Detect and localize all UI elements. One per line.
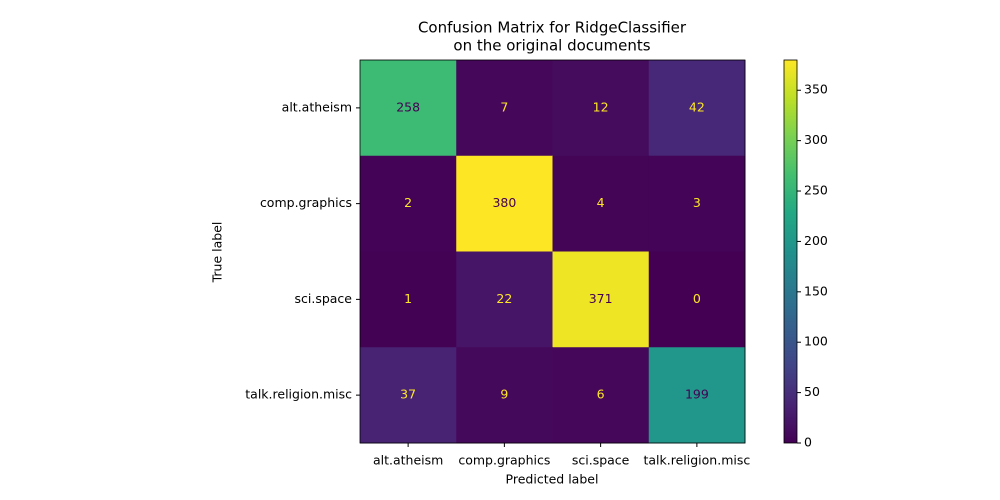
cell-label: 7 [500, 99, 508, 114]
cell-label: 1 [404, 291, 412, 306]
colorbar-tick-label: 100 [804, 334, 828, 349]
colorbar-tick-label: 150 [804, 283, 828, 298]
cell-label: 12 [593, 99, 609, 114]
y-tick-label: talk.religion.misc [245, 387, 352, 402]
cell-label: 9 [500, 387, 508, 402]
x-tick-label: comp.graphics [458, 453, 550, 468]
colorbar-tick-label: 0 [804, 435, 812, 450]
cell [552, 155, 650, 252]
cell [360, 347, 457, 444]
colorbar-tick-label: 300 [804, 132, 828, 147]
x-axis-label: Predicted label [506, 472, 599, 487]
cell [648, 60, 746, 157]
cell-label: 4 [597, 195, 605, 210]
cell [648, 347, 746, 444]
cell-label: 22 [496, 291, 512, 306]
cell-label: 37 [400, 387, 416, 402]
cell [552, 347, 650, 444]
cell-label: 0 [693, 291, 701, 306]
colorbar [783, 59, 798, 444]
cell [552, 251, 650, 348]
cell-label: 2 [404, 195, 412, 210]
colorbar-tick-label: 350 [804, 82, 828, 97]
chart-title: Confusion Matrix for RidgeClassifier [418, 19, 687, 37]
y-axis-label: True label [210, 222, 225, 284]
cell-label: 42 [689, 99, 705, 114]
colorbar-tick-label: 250 [804, 183, 828, 198]
cell-label: 371 [589, 291, 613, 306]
cell-label: 199 [685, 387, 709, 402]
colorbar-tick-label: 50 [804, 384, 820, 399]
cell [456, 60, 553, 157]
cell-label: 3 [693, 195, 701, 210]
cell-label: 258 [396, 99, 420, 114]
y-tick-label: sci.space [294, 291, 352, 306]
cell [648, 251, 746, 348]
y-tick-label: comp.graphics [260, 195, 352, 210]
cell-label: 6 [597, 387, 605, 402]
cell [360, 155, 457, 252]
cell [648, 155, 746, 252]
cell [456, 347, 553, 444]
x-tick-label: sci.space [572, 453, 630, 468]
cell [360, 251, 457, 348]
cell [456, 251, 553, 348]
cell [552, 60, 650, 157]
cell [456, 155, 553, 252]
cell [360, 60, 457, 157]
colorbar-tick-label: 200 [804, 233, 828, 248]
chart-title: on the original documents [453, 37, 650, 55]
x-tick-label: talk.religion.misc [644, 453, 751, 468]
y-tick-label: alt.atheism [282, 99, 352, 114]
x-tick-label: alt.atheism [373, 453, 443, 468]
cell-label: 380 [492, 195, 516, 210]
